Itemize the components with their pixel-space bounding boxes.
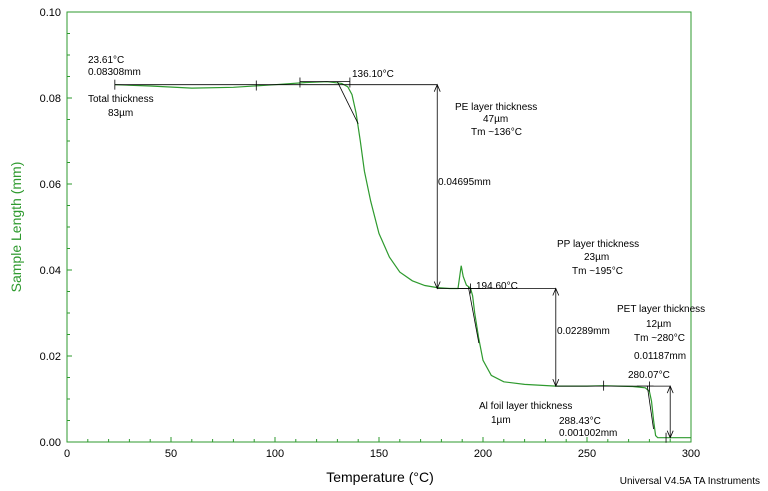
annotation-end-temp: 288.43°C [559, 416, 601, 427]
x-tick-label: 100 [266, 448, 284, 460]
y-tick-label: 0.00 [40, 437, 61, 449]
annotation-pet-onset: 280.07°C [628, 370, 670, 381]
annotation-pet-1: PET layer thickness [617, 304, 705, 315]
tangent-pp-slope [468, 287, 480, 344]
tangent-pe-slope [337, 81, 359, 124]
annotation-pp-onset: 194.60°C [476, 281, 518, 292]
y-axis-title: Sample Length (mm) [8, 162, 24, 293]
measurement-lines [114, 77, 674, 443]
y-tick-label: 0.04 [40, 265, 61, 277]
x-tick-label: 200 [474, 448, 492, 460]
annotation-pe-2: 47µm [483, 114, 508, 125]
annotations: 23.61°C0.08308mm Total thickness 83µm 136.1… [88, 55, 705, 439]
measure-label: 0.04695mm [438, 177, 491, 188]
x-tick-label: 50 [165, 448, 177, 460]
y-tick-label: 0.08 [40, 93, 61, 105]
ticks: 0 50 100 150 200 250 300 0.00 0.02 0.04 0.06 0.08 0.… [40, 7, 701, 460]
series-line [114, 81, 691, 439]
annotation-pe-1: PE layer thickness [455, 102, 537, 113]
measure-label: 0.02289mm [557, 326, 610, 337]
x-tick-label: 300 [682, 448, 700, 460]
tangent-pet-slope [646, 386, 654, 430]
annotation-pet-2: 12µm [646, 319, 671, 330]
arrow-head-down [433, 281, 441, 290]
annotation-pp-2: 23µm [584, 252, 609, 263]
x-tick-label: 0 [64, 448, 70, 460]
y-tick-label: 0.10 [40, 7, 61, 19]
annotation-total-1: Total thickness [88, 94, 154, 105]
arrow-head-up [433, 83, 441, 92]
annotation-pp-3: Tm ~195°C [572, 266, 623, 277]
annotation-start-len: 0.08308mm [88, 67, 141, 78]
annotation-pe-onset: 136.10°C [352, 69, 394, 80]
footer-instrument: Universal V4.5A TA Instruments [619, 476, 760, 487]
arrow-head-down [666, 430, 674, 439]
arrow-head-down [552, 378, 560, 388]
annotation-total-2: 83µm [108, 108, 133, 119]
y-tick-label: 0.02 [40, 351, 61, 363]
y-tick-label: 0.06 [40, 179, 61, 191]
arrow-head-up [552, 287, 560, 296]
series [114, 81, 691, 439]
annotation-pe-3: Tm ~136°C [471, 127, 522, 138]
annotation-start-temp: 23.61°C [88, 55, 124, 66]
annotation-al-1: Al foil layer thickness [479, 401, 572, 412]
annotation-end-len: 0.001002mm [559, 428, 617, 439]
x-axis-title: Temperature (°C) [326, 469, 434, 485]
measure-label: 0.01187mm [634, 351, 686, 362]
annotation-al-2: 1µm [491, 415, 511, 426]
arrow-head-up [666, 385, 674, 394]
x-tick-label: 250 [578, 448, 596, 460]
x-tick-label: 150 [370, 448, 388, 460]
annotation-pp-1: PP layer thickness [557, 239, 639, 250]
annotation-pet-3: Tm ~280°C [634, 333, 685, 344]
